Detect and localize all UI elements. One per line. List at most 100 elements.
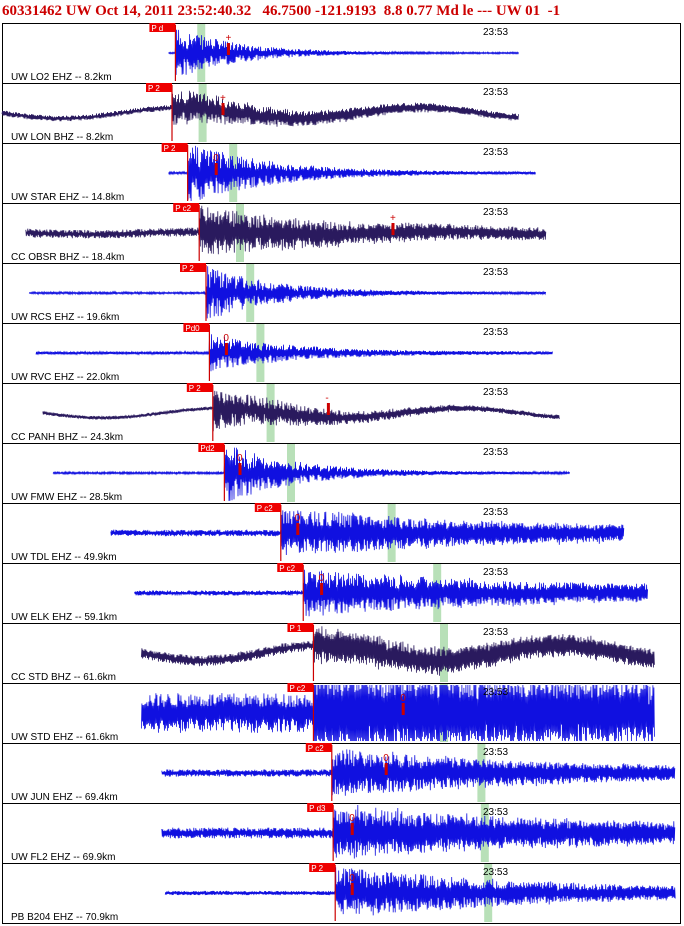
trace-row: P d +23:53 UW LO2 EHZ -- 8.2km	[11, 23, 519, 83]
pick-label: P c2	[254, 503, 281, 513]
waveform	[25, 205, 547, 255]
waveform	[161, 804, 676, 859]
pick-label: P 1	[287, 623, 314, 633]
station-label: UW STD EHZ -- 61.6km	[11, 732, 118, 743]
amp-marker: 0	[349, 813, 355, 835]
pick-label-box	[254, 503, 281, 512]
header-extra: le --- UW 01 -1	[462, 3, 561, 19]
pick-label-text: P 2	[148, 84, 160, 93]
pick-label-box	[146, 83, 172, 92]
time-tick-label: 23:53	[483, 327, 508, 338]
station-label: UW ELK EHZ -- 59.1km	[11, 612, 117, 623]
station-label: UW FL2 EHZ -- 69.9km	[11, 852, 115, 863]
amp-marker-text: 0	[400, 693, 406, 704]
pick-label-text: P 2	[182, 264, 194, 273]
amp-marker-text: 0	[349, 873, 355, 884]
pick-label-text: Pd2	[200, 444, 215, 453]
pick-label-text: P c2	[279, 564, 295, 573]
trace-row: P c2 +23:53 CC OBSR BHZ -- 18.4km	[2, 203, 681, 263]
pick-label-text: P d3	[309, 804, 326, 813]
pick-label-box	[186, 383, 213, 392]
waveform	[161, 749, 676, 796]
amp-marker-bar	[221, 103, 225, 115]
pick-label-text: P 2	[164, 144, 176, 153]
pick-label-text: P c2	[289, 684, 305, 693]
pick-label: P 2	[146, 83, 172, 93]
trace-row: Pd2 0 23:53 UW FMW EHZ -- 28.5km	[2, 443, 681, 503]
amp-marker-bar	[320, 583, 324, 595]
time-tick-label: 23:53	[483, 147, 508, 158]
pick-label: P 2	[161, 143, 188, 153]
amp-marker-bar	[224, 343, 228, 355]
time-tick-label: 23:53	[483, 27, 508, 38]
waveform	[1, 90, 519, 127]
amp-marker: 0	[349, 873, 355, 895]
pick-label-box	[307, 803, 334, 812]
trace-row: P c2 0 23:53 UW JUN EHZ -- 69.4km	[2, 743, 681, 803]
station-label: UW RCS EHZ -- 19.6km	[11, 312, 119, 323]
amp-marker-text: +	[225, 33, 231, 44]
pick-label-text: P c2	[257, 504, 273, 513]
amp-marker-text: 0	[213, 153, 219, 164]
amp-marker-bar	[391, 223, 395, 235]
time-tick-label: 23:53	[483, 567, 508, 578]
waveform	[168, 145, 536, 202]
event-latitude: 46.7500	[262, 3, 312, 19]
trace-row: Pd0 0 23:53 UW RVC EHZ -- 22.0km	[2, 323, 681, 383]
pick-label-text: P 2	[311, 864, 323, 873]
amp-marker: 0	[295, 513, 301, 535]
pick-label: Pd0	[183, 323, 210, 333]
amp-marker: 0	[213, 153, 219, 175]
trace-row: P 1 23:53 CC STD BHZ -- 61.6km	[2, 623, 681, 683]
time-tick-label: 23:53	[483, 627, 508, 638]
station-label: CC STD BHZ -- 61.6km	[11, 672, 116, 683]
time-tick-label: 23:53	[483, 807, 508, 818]
event-id: 60331462	[2, 3, 62, 19]
station-label: UW JUN EHZ -- 69.4km	[11, 792, 118, 803]
amp-marker-bar	[384, 763, 388, 775]
amp-marker: 0	[319, 573, 325, 595]
station-label: CC PANH BHZ -- 24.3km	[11, 432, 123, 443]
amp-marker: 0	[223, 333, 229, 355]
amp-marker: -	[325, 393, 330, 415]
event-header: 60331462 UW Oct 14, 2011 23:52:40.32 46.…	[0, 0, 684, 22]
panel-frame	[2, 23, 681, 924]
pick-label-box	[180, 263, 206, 272]
trace-row: P 2 0 23:53 PB B204 EHZ -- 70.9km	[2, 863, 681, 923]
event-datetime: Oct 14, 2011 23:52:40.32	[95, 3, 252, 19]
time-tick-label: 23:53	[483, 507, 508, 518]
amp-marker-text: 0	[295, 513, 301, 524]
pick-label: P 2	[186, 383, 213, 393]
time-tick-label: 23:53	[483, 87, 508, 98]
waveform	[110, 510, 625, 556]
event-magnitude: 0.77	[406, 3, 433, 19]
pick-label: P c2	[277, 563, 304, 573]
time-tick-label: 23:53	[483, 867, 508, 878]
pick-label: P 2	[180, 263, 206, 273]
amp-marker-text: +	[220, 93, 226, 104]
pick-label-box	[287, 623, 314, 632]
trace-row: P 2 +23:53 UW LON BHZ -- 8.2km	[1, 83, 681, 143]
amp-marker-bar	[226, 43, 230, 55]
station-label: UW RVC EHZ -- 22.0km	[11, 372, 119, 383]
station-label: UW LON BHZ -- 8.2km	[11, 132, 113, 143]
amp-marker-text: 0	[383, 753, 389, 764]
event-depth: 8.8	[383, 3, 403, 19]
amp-marker-text: 0	[349, 813, 355, 824]
waveform	[168, 29, 519, 75]
amp-marker: +	[390, 213, 396, 235]
pick-label-box	[161, 143, 188, 152]
amp-marker-bar	[214, 163, 218, 175]
amp-marker-text: +	[390, 213, 396, 224]
pick-label: P c2	[305, 743, 332, 753]
amp-marker-text: -	[325, 393, 328, 404]
pick-label-box	[198, 443, 225, 452]
pick-label: P d3	[307, 803, 334, 813]
time-tick-label: 23:53	[483, 387, 508, 398]
time-tick-label: 23:53	[483, 447, 508, 458]
trace-row: P 2 - 23:53 CC PANH BHZ -- 24.3km	[2, 383, 681, 443]
station-label: UW LO2 EHZ -- 8.2km	[11, 72, 112, 83]
pick-label-text: Pd0	[185, 324, 200, 333]
time-tick-label: 23:53	[483, 747, 508, 758]
